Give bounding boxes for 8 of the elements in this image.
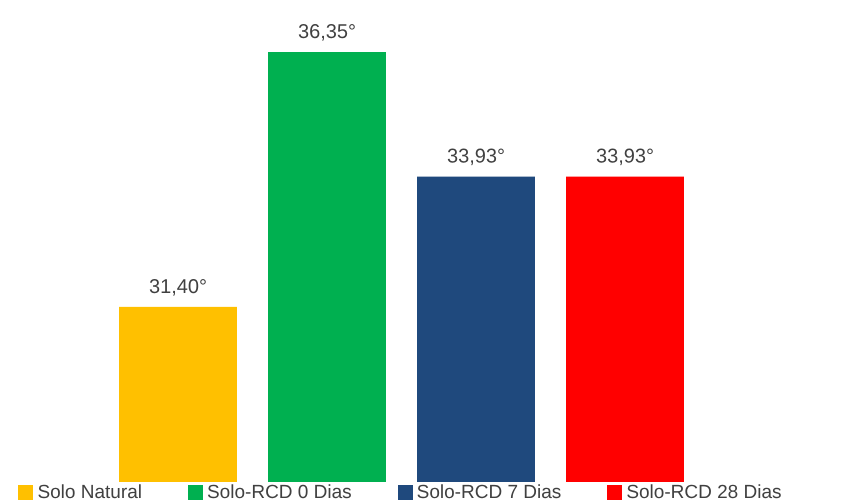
legend-label: Solo-RCD 28 Dias xyxy=(626,482,782,503)
legend-label: Solo-RCD 0 Dias xyxy=(207,482,352,503)
legend-label: Solo-RCD 7 Dias xyxy=(416,482,562,503)
legend-label: Solo Natural xyxy=(37,482,142,503)
data-label: 31,40° xyxy=(148,276,208,298)
data-label: 33,93° xyxy=(596,146,654,168)
data-label: 33,93° xyxy=(446,146,506,168)
data-label: 36,35° xyxy=(298,21,356,43)
